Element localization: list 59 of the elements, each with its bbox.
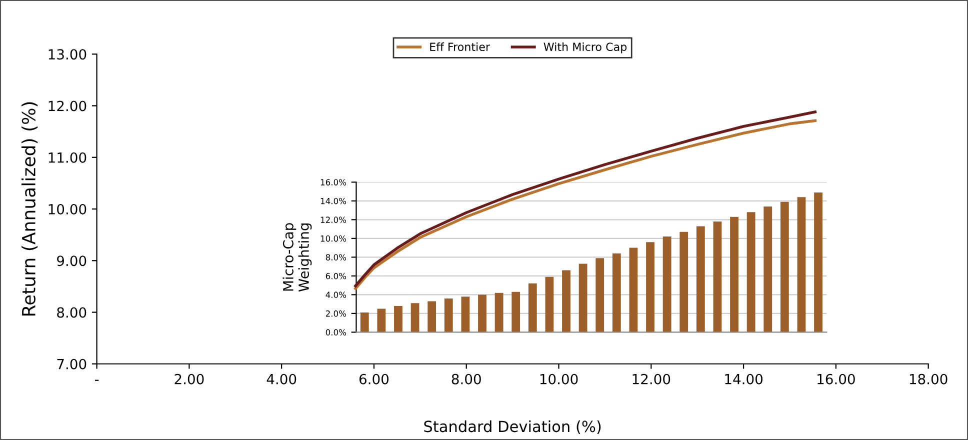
legend-label: With Micro Cap bbox=[544, 42, 627, 54]
y-tick-label: 9.00 bbox=[57, 256, 86, 266]
bar bbox=[461, 296, 470, 332]
bar bbox=[629, 248, 638, 332]
y-tick-label: 2.0% bbox=[326, 310, 346, 317]
y-tick-label: 7.00 bbox=[57, 358, 86, 370]
bar bbox=[562, 270, 570, 332]
x-tick-label: 2.00 bbox=[174, 374, 204, 384]
bar bbox=[545, 276, 554, 332]
x-axis-title: Standard Deviation (%) bbox=[424, 420, 601, 434]
y-tick-label: 11.00 bbox=[48, 152, 86, 163]
x-tick-label: - bbox=[94, 380, 99, 381]
y-axis-title: Micro-Cap Weighting bbox=[282, 223, 312, 292]
bar bbox=[780, 202, 789, 332]
bar bbox=[696, 226, 705, 332]
bar bbox=[444, 298, 453, 332]
bar bbox=[478, 294, 486, 332]
y-tick-label: 12.00 bbox=[48, 100, 86, 112]
y-tick-label: 14.0% bbox=[320, 198, 346, 204]
bar bbox=[730, 216, 738, 332]
bar bbox=[428, 301, 436, 332]
x-tick-label: 18.00 bbox=[910, 374, 948, 384]
x-tick-label: 4.00 bbox=[266, 374, 296, 384]
x-tick-label: 6.00 bbox=[359, 374, 389, 384]
y-tick-label: 6.0% bbox=[326, 272, 346, 280]
y-tick-label: 12.0% bbox=[320, 216, 346, 223]
y-tick-label: 4.0% bbox=[326, 292, 346, 298]
bar bbox=[713, 222, 722, 332]
bar bbox=[512, 292, 520, 332]
bar bbox=[612, 253, 621, 332]
legend-label: Eff Frontier bbox=[430, 42, 490, 52]
x-tick-label: 14.00 bbox=[725, 374, 762, 384]
bar bbox=[646, 242, 654, 332]
y-tick-label: 10.00 bbox=[48, 204, 86, 214]
bar bbox=[410, 303, 420, 332]
bar bbox=[596, 258, 604, 332]
x-tick-label: 10.00 bbox=[540, 374, 578, 384]
bar bbox=[814, 192, 822, 332]
y-tick-label: 8.0% bbox=[326, 254, 346, 260]
bar bbox=[578, 264, 588, 332]
bar bbox=[360, 312, 369, 332]
y-tick-label: 8.00 bbox=[57, 307, 86, 318]
y-tick-label: 16.0% bbox=[320, 179, 346, 186]
y-tick-label: 13.00 bbox=[48, 49, 86, 60]
y-tick-label: 10.0% bbox=[320, 235, 346, 242]
x-tick-label: 16.00 bbox=[818, 374, 855, 384]
bar bbox=[394, 306, 402, 332]
bar bbox=[377, 308, 386, 332]
bar bbox=[662, 236, 672, 332]
bar bbox=[746, 212, 756, 332]
bar bbox=[797, 197, 806, 332]
bar bbox=[764, 206, 772, 332]
x-tick-label: 12.00 bbox=[632, 374, 670, 384]
bar bbox=[680, 232, 688, 332]
y-axis-title: Return (Annualized) (%) bbox=[22, 102, 38, 316]
y-tick-label: 0.0% bbox=[326, 329, 346, 336]
bar bbox=[494, 292, 504, 332]
bar bbox=[528, 283, 537, 332]
x-tick-label: 8.00 bbox=[452, 374, 481, 384]
